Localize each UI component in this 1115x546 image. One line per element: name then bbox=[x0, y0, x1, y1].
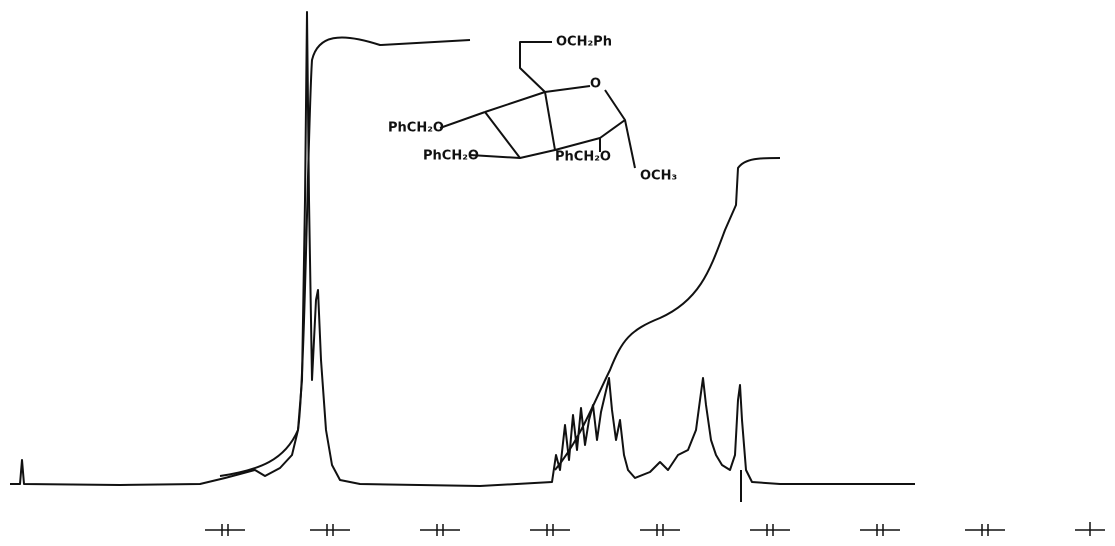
structure-label: OCH₃ bbox=[640, 169, 677, 184]
structure-label: PhCH₂O bbox=[423, 149, 479, 164]
structure-label: PhCH₂O bbox=[555, 150, 611, 165]
structure-label: PhCH₂O bbox=[388, 121, 444, 136]
integral-curve bbox=[219, 36, 471, 477]
scale-marks bbox=[205, 522, 1105, 536]
integral-curve bbox=[554, 157, 781, 471]
structure-drawing bbox=[439, 41, 636, 169]
structure-label: OCH₂Ph bbox=[556, 35, 612, 50]
spectrum-trace bbox=[10, 11, 915, 487]
structure-label: O bbox=[590, 77, 601, 92]
